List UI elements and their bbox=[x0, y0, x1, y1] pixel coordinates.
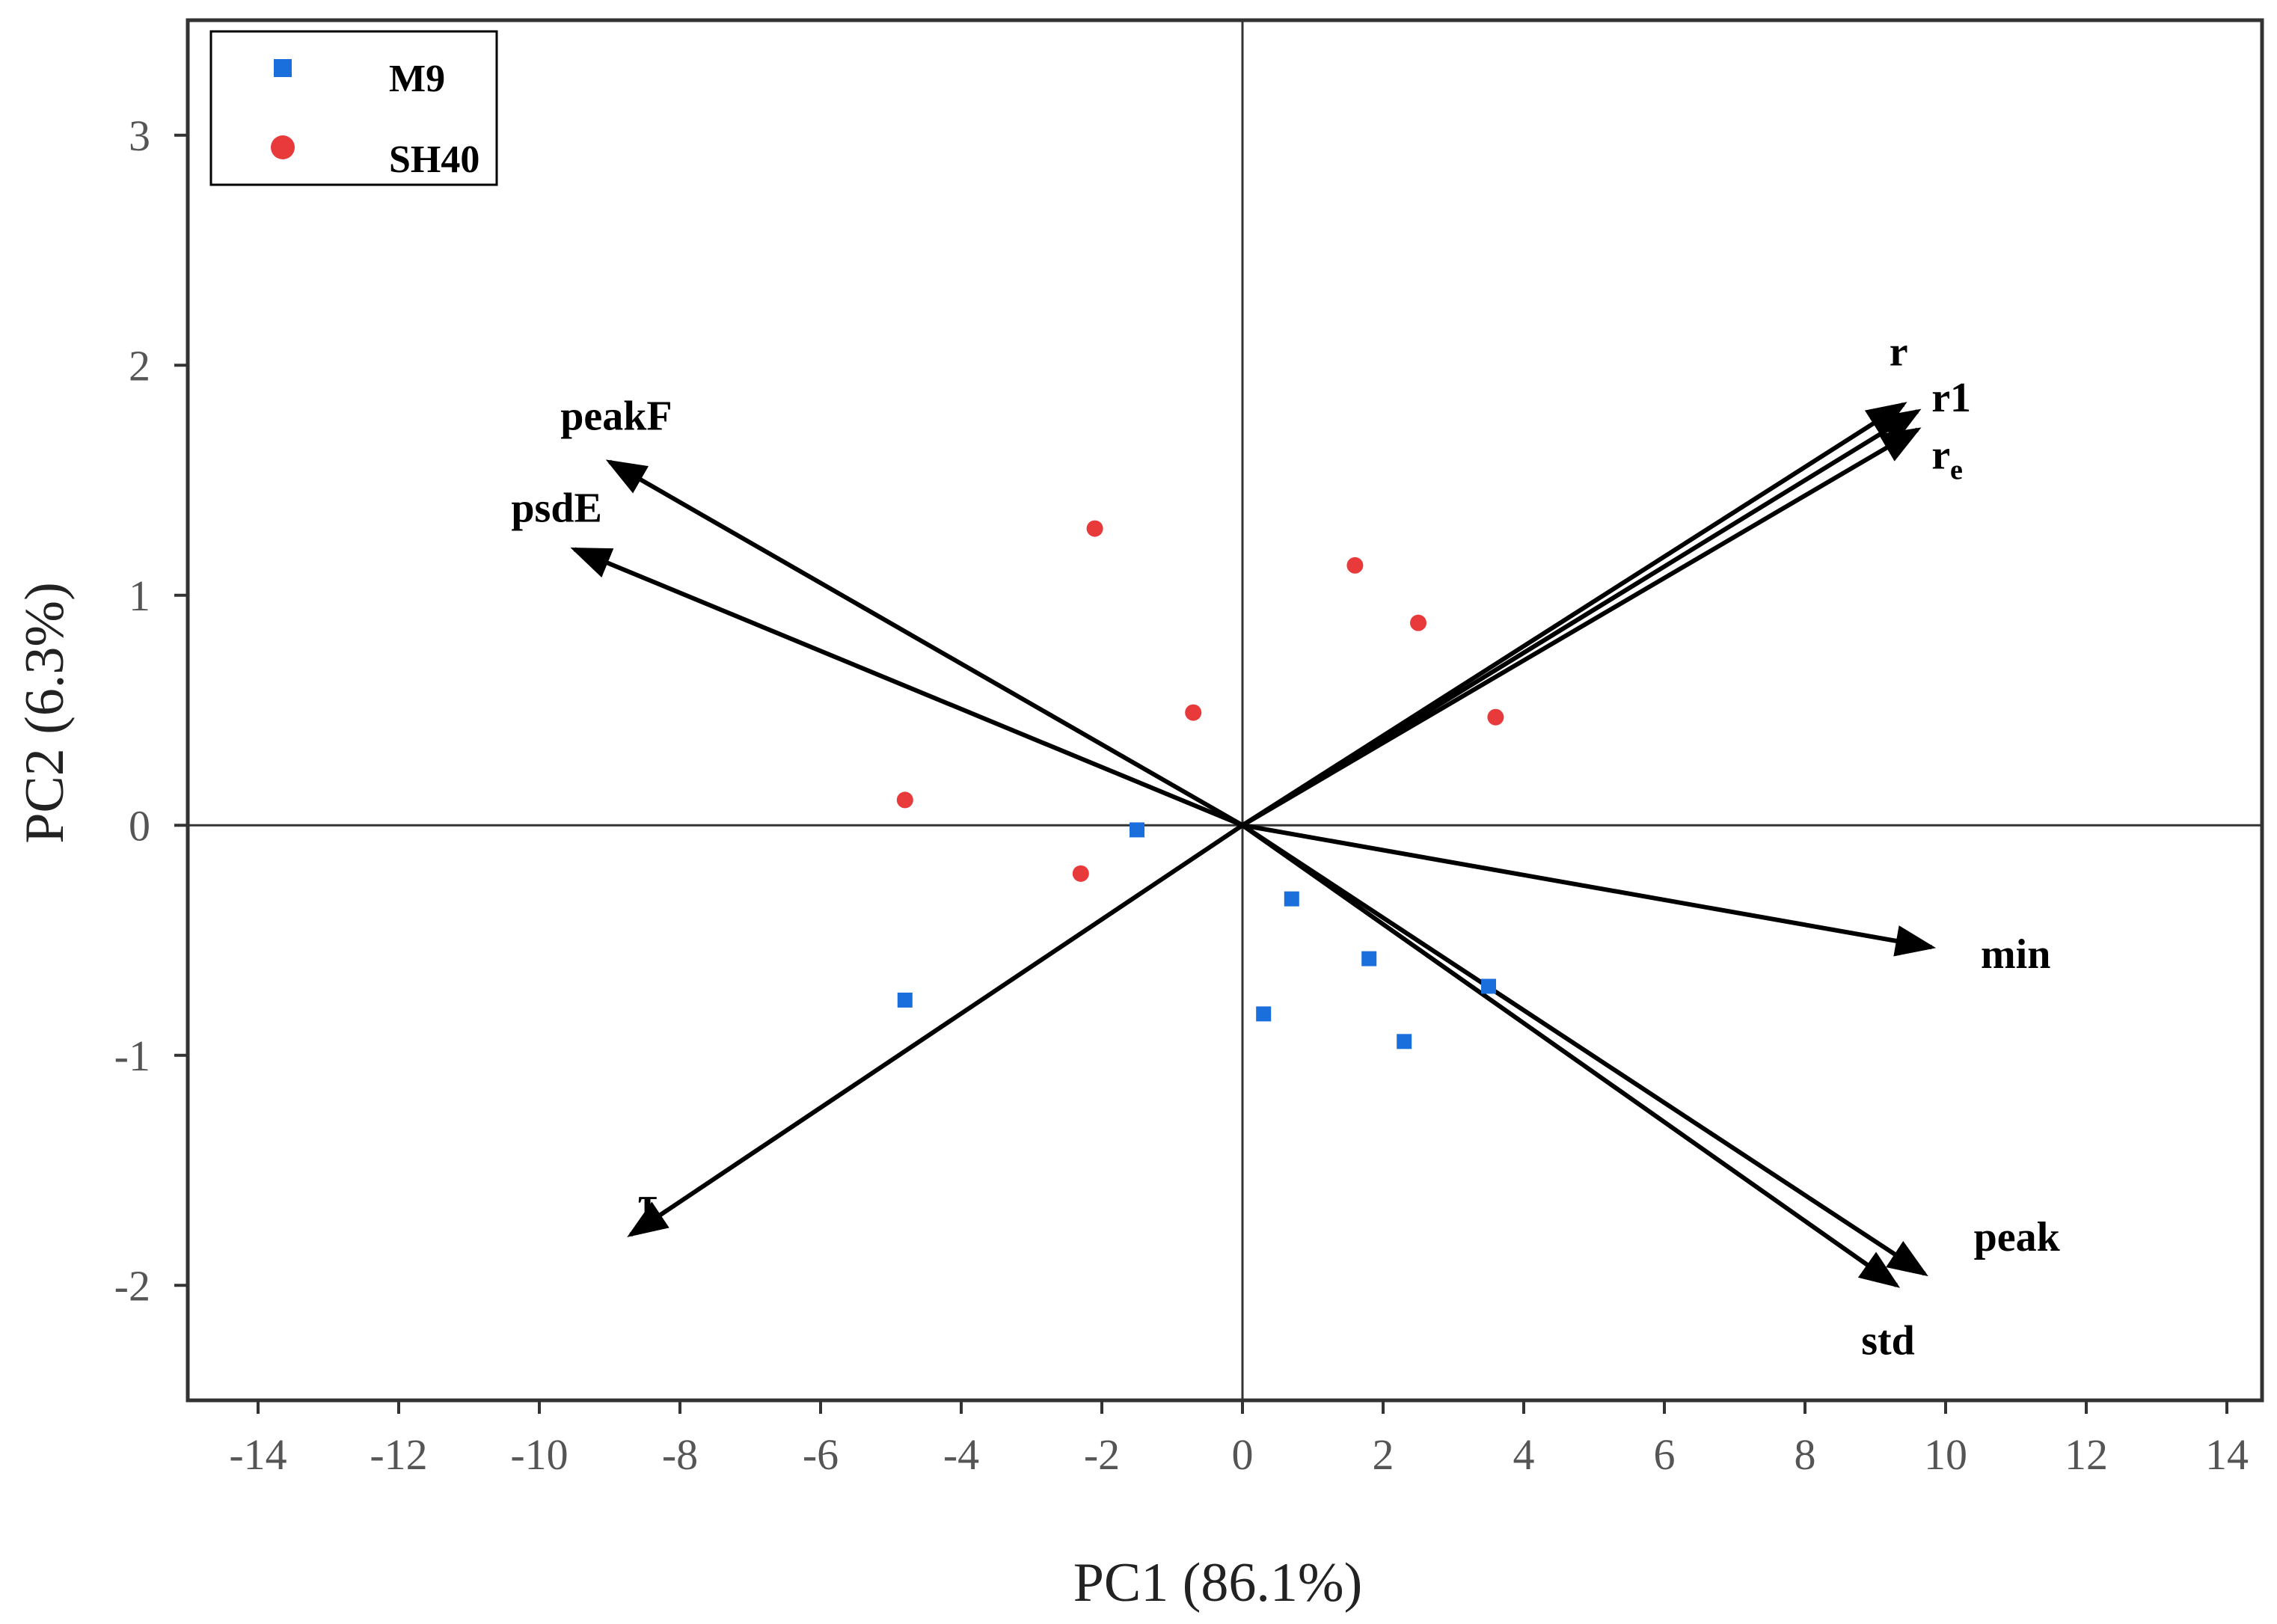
loading-label-r1: r1 bbox=[1931, 375, 1971, 421]
point-m9 bbox=[1361, 951, 1377, 966]
loading-arrow-min bbox=[1242, 823, 1937, 957]
legend-label-sh40: SH40 bbox=[389, 138, 479, 181]
x-tick-label: -2 bbox=[1084, 1430, 1120, 1479]
loading-arrow-peak bbox=[1241, 823, 1928, 1277]
x-tick-label: 0 bbox=[1232, 1430, 1254, 1479]
x-tick-label: -14 bbox=[229, 1430, 286, 1479]
point-sh40 bbox=[1086, 520, 1103, 537]
y-tick-label: -1 bbox=[114, 1032, 150, 1080]
y-tick-label: 2 bbox=[129, 341, 150, 390]
loading-arrow-psdE bbox=[570, 547, 1244, 828]
y-axis-title: PC2 (6.3%) bbox=[14, 582, 76, 843]
legend: M9 SH40 bbox=[209, 30, 498, 186]
loading-label-τ: τ bbox=[638, 1180, 658, 1226]
loading-arrow-std bbox=[1241, 823, 1901, 1288]
x-axis-title: PC1 (86.1%) bbox=[1073, 1552, 1362, 1614]
loading-label-min: min bbox=[1981, 931, 2050, 978]
legend-marker-m9 bbox=[274, 59, 292, 77]
point-m9 bbox=[1256, 1006, 1272, 1022]
point-m9 bbox=[1481, 978, 1496, 994]
x-tick-label: -10 bbox=[510, 1430, 568, 1479]
loading-label-peakF: peakF bbox=[560, 393, 672, 439]
x-tick-label: 8 bbox=[1795, 1430, 1816, 1479]
legend-marker-sh40 bbox=[271, 135, 295, 159]
x-tick-label: 10 bbox=[1924, 1430, 1967, 1479]
loading-label-re: re bbox=[1931, 432, 1963, 486]
x-tick-label: 6 bbox=[1654, 1430, 1676, 1479]
point-m9 bbox=[897, 992, 913, 1008]
loading-arrow-peakF bbox=[605, 459, 1244, 827]
x-tick-label: -6 bbox=[803, 1430, 839, 1479]
y-tick-label: 0 bbox=[129, 801, 150, 850]
x-tick-label: 12 bbox=[2065, 1430, 2108, 1479]
x-tick-label: 4 bbox=[1513, 1430, 1535, 1479]
loading-arrow-re bbox=[1241, 427, 1922, 827]
loading-label-std: std bbox=[1861, 1318, 1915, 1364]
loading-label-peak: peak bbox=[1974, 1214, 2061, 1260]
x-tick-label: -8 bbox=[662, 1430, 698, 1479]
point-sh40 bbox=[1072, 865, 1089, 882]
point-sh40 bbox=[1185, 704, 1202, 721]
loading-label-psdE: psdE bbox=[511, 485, 601, 531]
y-tick-label: -2 bbox=[114, 1261, 150, 1310]
point-sh40 bbox=[1410, 614, 1426, 631]
y-tick-label: 1 bbox=[129, 572, 150, 620]
point-m9 bbox=[1284, 891, 1299, 907]
y-tick-label: 3 bbox=[129, 111, 150, 160]
loading-arrow-τ bbox=[627, 823, 1244, 1237]
point-m9 bbox=[1397, 1034, 1412, 1050]
x-tick-label: 14 bbox=[2205, 1430, 2249, 1479]
x-tick-label: -12 bbox=[370, 1430, 427, 1479]
loading-label-r: r bbox=[1890, 328, 1908, 375]
point-m9 bbox=[1130, 822, 1144, 838]
x-tick-label: -4 bbox=[943, 1430, 979, 1479]
reference-lines bbox=[188, 20, 2262, 1400]
loading-arrow-r1 bbox=[1241, 408, 1922, 827]
score-points bbox=[896, 520, 1504, 1050]
loading-vectors: r r1 re peakF psdE min peak std τ bbox=[511, 328, 2060, 1364]
point-sh40 bbox=[1346, 557, 1364, 574]
point-sh40 bbox=[1487, 708, 1504, 726]
x-tick-label: 2 bbox=[1373, 1430, 1394, 1479]
legend-box bbox=[209, 30, 498, 186]
point-sh40 bbox=[896, 791, 913, 809]
plot-area-frame bbox=[186, 18, 2264, 1403]
legend-label-m9: M9 bbox=[389, 58, 445, 100]
